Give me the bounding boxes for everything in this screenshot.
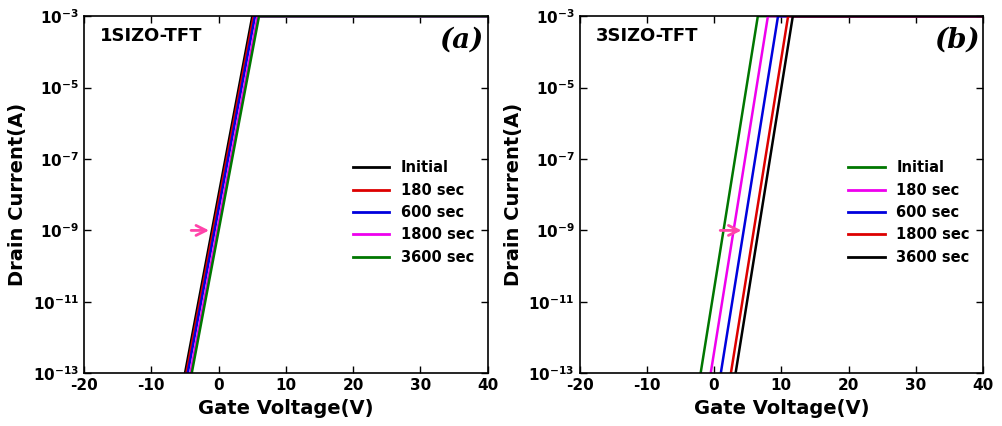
- Legend: Initial, 180 sec, 600 sec, 1800 sec, 3600 sec: Initial, 180 sec, 600 sec, 1800 sec, 360…: [347, 155, 480, 271]
- Text: 3SIZO-TFT: 3SIZO-TFT: [596, 27, 698, 45]
- Text: (b): (b): [935, 27, 980, 54]
- Text: (a): (a): [439, 27, 483, 54]
- Legend: Initial, 180 sec, 600 sec, 1800 sec, 3600 sec: Initial, 180 sec, 600 sec, 1800 sec, 360…: [843, 155, 976, 271]
- Text: 1SIZO-TFT: 1SIZO-TFT: [100, 27, 202, 45]
- X-axis label: Gate Voltage(V): Gate Voltage(V): [693, 399, 869, 417]
- Y-axis label: Drain Current(A): Drain Current(A): [504, 103, 523, 286]
- X-axis label: Gate Voltage(V): Gate Voltage(V): [198, 399, 374, 417]
- Y-axis label: Drain Current(A): Drain Current(A): [8, 103, 27, 286]
